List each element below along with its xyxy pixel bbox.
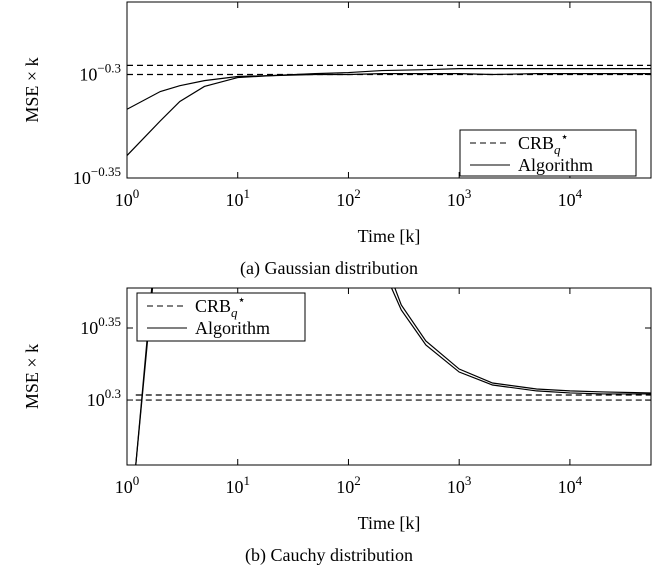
caption: (b) Cauchy distribution (245, 545, 413, 566)
legend-label: CRBq⋆ (518, 129, 569, 157)
x-axis-label: Time [k] (358, 513, 421, 533)
x-axis-label: Time [k] (358, 226, 421, 246)
legend-label: Algorithm (518, 155, 593, 175)
x-tick-label: 103 (447, 473, 472, 497)
y-tick-label: 10−0.35 (73, 164, 121, 188)
legend-label: CRBq⋆ (195, 292, 246, 320)
x-tick-label: 102 (336, 473, 361, 497)
legend-label: Algorithm (195, 318, 270, 338)
plot-frame (126, 287, 652, 466)
y-axis-label: MSE × k (22, 344, 42, 409)
y-tick-label: 100.3 (87, 386, 121, 410)
x-tick-label: 102 (336, 186, 361, 210)
y-tick-label: 10−0.3 (79, 61, 121, 85)
series-line (127, 73, 651, 156)
series-line (127, 68, 651, 110)
x-tick-label: 100 (115, 186, 140, 210)
x-tick-label: 104 (558, 473, 583, 497)
x-tick-label: 101 (225, 186, 250, 210)
caption: (a) Gaussian distribution (240, 258, 418, 279)
x-tick-label: 101 (225, 473, 250, 497)
x-tick-label: 103 (447, 186, 472, 210)
x-tick-label: 100 (115, 473, 140, 497)
plot-frame (126, 1, 652, 179)
y-tick-label: 100.35 (80, 314, 121, 338)
legend-box (136, 292, 306, 342)
plot-lines (127, 64, 651, 156)
legend-box (459, 129, 637, 177)
y-axis-label: MSE × k (22, 57, 42, 122)
x-tick-label: 104 (558, 186, 583, 210)
